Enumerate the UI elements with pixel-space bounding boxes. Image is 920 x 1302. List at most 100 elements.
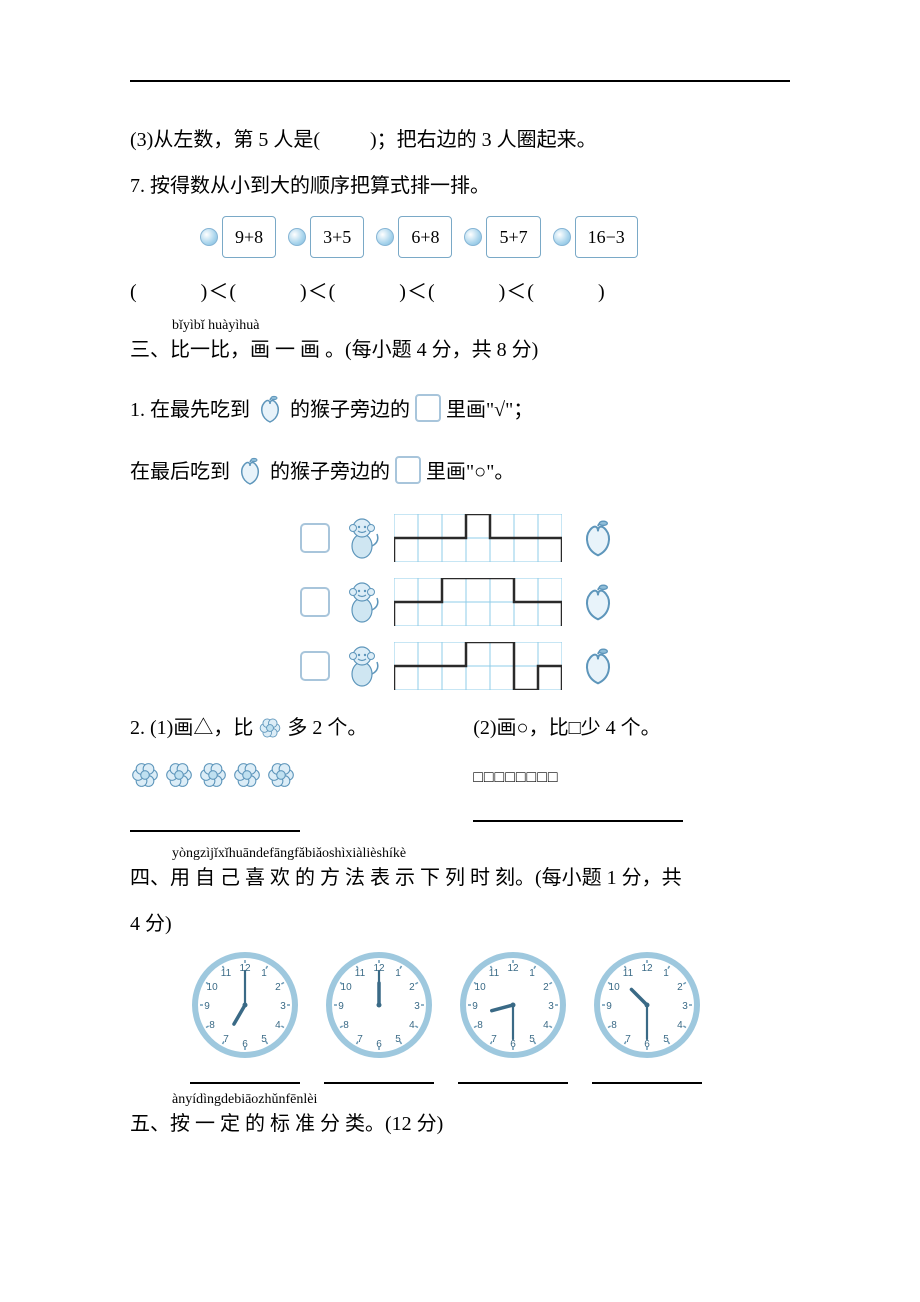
maze-row: [300, 642, 670, 690]
svg-text:7: 7: [625, 1034, 631, 1045]
clock-face: 123456789101112: [190, 950, 300, 1060]
clock-face: 123456789101112: [324, 950, 434, 1060]
svg-text:12: 12: [507, 963, 519, 974]
sec3-q1b-post: 里画"○"。: [426, 461, 514, 483]
checkbox[interactable]: [300, 651, 330, 681]
content-area: (3)从左数，第 5 人是( )；把右边的 3 人圈起来。 7. 按得数从小到大…: [130, 120, 790, 1144]
svg-text:11: 11: [489, 968, 500, 979]
svg-text:8: 8: [343, 1020, 349, 1031]
flower-icon: [266, 760, 296, 804]
chip-wrap: 16−3: [553, 216, 638, 258]
svg-text:2: 2: [543, 982, 549, 993]
flower-icon: [130, 760, 160, 804]
sec4-heading: 四、用 自 己 喜 欢 的 方 法 表 示 下 列 时 刻。(每小题 1 分，共: [130, 867, 682, 889]
sec3-q1b-pre: 在最后吃到: [130, 461, 230, 483]
maze-grid: [394, 642, 562, 690]
sec3-q2a: 2. (1)画△，比 多 2 个。: [130, 708, 447, 832]
svg-text:3: 3: [548, 1001, 554, 1012]
expression-chip: 5+7: [486, 216, 540, 258]
sec4-heading-line: yòngzìjǐxǐhuāndefāngfǎbiǎoshìxiàlièshíkè…: [130, 858, 790, 898]
q7-intro: 7. 按得数从小到大的顺序把算式排一排。: [130, 166, 790, 206]
q6-3-text-b: )；把右边的 3 人圈起来。: [370, 129, 597, 151]
svg-text:1: 1: [529, 968, 535, 979]
svg-text:8: 8: [611, 1020, 617, 1031]
svg-text:8: 8: [477, 1020, 483, 1031]
svg-text:11: 11: [355, 968, 366, 979]
svg-text:11: 11: [623, 968, 634, 979]
peach-icon: [235, 456, 265, 500]
sec3-q1b-mid: 的猴子旁边的: [270, 461, 390, 483]
peach-icon: [576, 518, 620, 558]
svg-text:1: 1: [261, 968, 267, 979]
q6-3-blank[interactable]: [325, 129, 365, 151]
sec3-q2a-tail: 多 2 个。: [287, 717, 367, 739]
chip-wrap: 3+5: [288, 216, 364, 258]
svg-text:4: 4: [409, 1020, 415, 1031]
sec4-pinyin: yòngzìjǐxǐhuāndefāngfǎbiǎoshìxiàlièshíkè: [172, 840, 406, 868]
sec3-q1a-post: 里画"√"；: [446, 399, 533, 421]
maze-grid: [394, 514, 562, 562]
maze-figure: [300, 514, 670, 690]
sec3-q1a-pre: 1. 在最先吃到: [130, 399, 250, 421]
expression-chip: 9+8: [222, 216, 276, 258]
flower-row: [130, 760, 447, 804]
clock-row: 1234567891011121234567891011121234567891…: [190, 950, 790, 1060]
expression-chip: 16−3: [575, 216, 638, 258]
answer-line[interactable]: [190, 1066, 300, 1084]
svg-text:9: 9: [204, 1001, 210, 1012]
maze-grid: [394, 578, 562, 626]
flower-icon: [258, 714, 282, 754]
answer-line[interactable]: [324, 1066, 434, 1084]
svg-text:7: 7: [491, 1034, 497, 1045]
q7-paren-row[interactable]: ( )＜( )＜( )＜( )＜( ): [130, 272, 790, 312]
sec5-heading-line: ànyídìngdebiāozhǔnfēnlèi 五、按 一 定 的 标 准 分…: [130, 1104, 790, 1144]
svg-text:4: 4: [275, 1020, 281, 1031]
svg-text:12: 12: [641, 963, 653, 974]
q6-3-text-a: (3)从左数，第 5 人是(: [130, 129, 320, 151]
monkey-icon: [344, 580, 380, 624]
svg-text:9: 9: [606, 1001, 612, 1012]
checkbox[interactable]: [300, 523, 330, 553]
q7-chips-row: 9+83+56+85+716−3: [200, 216, 790, 258]
sec3-heading: 三、比一比，画 一 画 。(每小题 4 分，共 8 分): [130, 339, 538, 361]
answer-line[interactable]: [473, 802, 683, 822]
peach-icon: [576, 582, 620, 622]
svg-text:9: 9: [338, 1001, 344, 1012]
svg-text:2: 2: [409, 982, 415, 993]
peach-icon: [255, 394, 285, 438]
bubble-icon: [288, 228, 306, 246]
answer-line[interactable]: [592, 1066, 702, 1084]
maze-row: [300, 514, 670, 562]
bubble-icon: [200, 228, 218, 246]
sec3-q2b: (2)画○，比□少 4 个。 □□□□□□□□: [473, 708, 790, 832]
maze-row: [300, 578, 670, 626]
checkbox-inline[interactable]: [395, 456, 421, 484]
checkbox-inline[interactable]: [415, 394, 441, 422]
sec3-q1a: 1. 在最先吃到 的猴子旁边的 里画"√"；: [130, 390, 790, 438]
svg-text:9: 9: [472, 1001, 478, 1012]
flower-icon: [232, 760, 262, 804]
svg-text:2: 2: [677, 982, 683, 993]
sec3-pinyin: bǐyìbǐ huàyìhuà: [172, 312, 260, 340]
svg-text:2: 2: [275, 982, 281, 993]
bubble-icon: [464, 228, 482, 246]
svg-text:1: 1: [395, 968, 401, 979]
sec3-q2a-pre: 2. (1)画△，比: [130, 717, 253, 739]
sec4-heading-tail: 4 分): [130, 904, 790, 944]
svg-text:11: 11: [221, 968, 232, 979]
sec3-q2b-text: (2)画○，比□少 4 个。: [473, 708, 790, 748]
expression-chip: 3+5: [310, 216, 364, 258]
monkey-icon: [344, 516, 380, 560]
flower-icon: [164, 760, 194, 804]
sec3-q1a-mid: 的猴子旁边的: [290, 399, 410, 421]
svg-text:4: 4: [543, 1020, 549, 1031]
svg-text:7: 7: [223, 1034, 229, 1045]
svg-text:3: 3: [682, 1001, 688, 1012]
answer-line[interactable]: [458, 1066, 568, 1084]
svg-text:1: 1: [663, 968, 669, 979]
sec3-heading-line: bǐyìbǐ huàyìhuà 三、比一比，画 一 画 。(每小题 4 分，共 …: [130, 330, 790, 370]
answer-line[interactable]: [130, 812, 300, 832]
bubble-icon: [376, 228, 394, 246]
clock-face: 123456789101112: [458, 950, 568, 1060]
checkbox[interactable]: [300, 587, 330, 617]
